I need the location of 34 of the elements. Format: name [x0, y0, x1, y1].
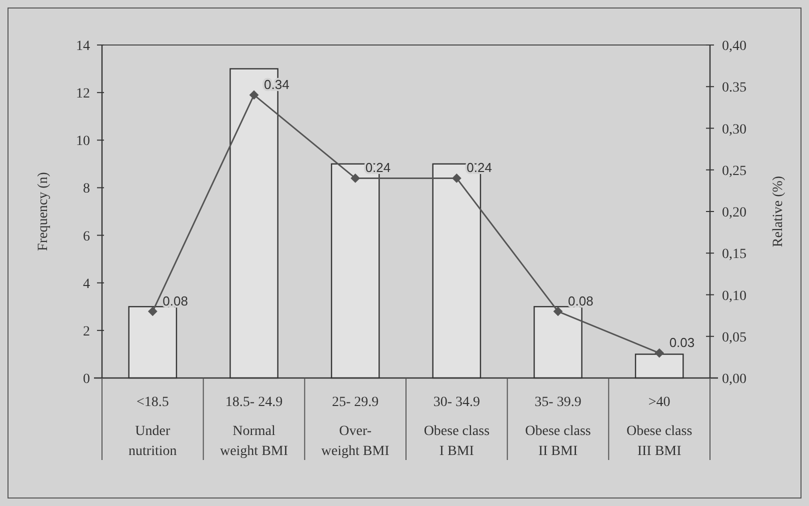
y-tick-label: 4 — [83, 276, 90, 292]
data-label: 0.08 — [162, 293, 188, 308]
point — [148, 306, 158, 316]
x-tick-label: 30- 34.9 Obese class I BMI — [424, 395, 490, 459]
x-tick-label: 18.5- 24.9 Normal weight BMI — [220, 395, 288, 459]
point — [250, 90, 258, 100]
x-tick-label: 25- 29.9 Over- weight BMI — [321, 395, 390, 459]
y-tick-label: 14 — [76, 39, 90, 54]
x-tick-label: >40 Obese class III BMI — [626, 395, 692, 459]
y2-tick-label: 0,25 — [722, 164, 746, 179]
x-tick-label: <18.5 Under nutrition — [128, 395, 177, 459]
point — [350, 174, 360, 183]
y2-tick-label: 0,15 — [722, 247, 746, 262]
y2-tick-label: 0.35 — [722, 80, 746, 96]
y-tick-label: 10 — [76, 134, 90, 150]
point — [554, 306, 562, 316]
y2-tick-label: 0,20 — [722, 206, 746, 220]
y2-tick-label: 0,10 — [722, 288, 746, 304]
y2-tick-label: 0,30 — [722, 122, 746, 138]
y2-tick-label: 0,40 — [722, 39, 746, 54]
data-label: 0.08 — [568, 293, 594, 308]
y2-tick-label: 0,00 — [722, 372, 746, 387]
y-axis-title: Frequency (n) — [36, 172, 51, 251]
y-tick-label: 2 — [83, 324, 90, 340]
y-tick-label: 12 — [76, 86, 90, 102]
y2-axis-title: Relative (%) — [771, 176, 786, 248]
point — [654, 348, 664, 358]
point — [452, 174, 462, 183]
y-tick-label: 8 — [83, 182, 90, 197]
data-label: 0.03 — [669, 335, 695, 350]
y-tick-label: 0 — [83, 372, 90, 387]
y2-tick-label: 0,05 — [722, 330, 746, 346]
y-tick-label: 6 — [83, 229, 90, 244]
x-tick-label: 35- 39.9 Obese class II BMI — [525, 395, 591, 459]
